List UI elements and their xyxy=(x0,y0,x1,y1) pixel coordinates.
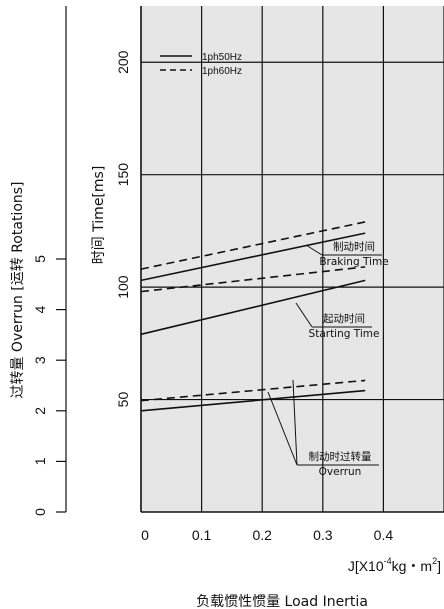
x-axis-label-exponent2: 2 xyxy=(432,556,437,566)
series-line-starting-time-solid xyxy=(140,279,366,336)
y-tick-label: 150 xyxy=(115,163,131,187)
x-tick-label: 0 xyxy=(141,527,149,543)
series-layer xyxy=(140,221,366,412)
annotation-label-zh: 制动时间 xyxy=(333,240,375,253)
annotation-leader xyxy=(305,244,323,256)
annotation-label-en: Starting Time xyxy=(309,328,380,340)
overrun-tick-label: 5 xyxy=(32,255,48,263)
x-tick-label: 0.4 xyxy=(374,527,394,543)
chart-caption: 负载惯性惯量 Load Inertia xyxy=(196,593,368,609)
x-tick-label: 0.3 xyxy=(313,527,333,543)
y-tick-label: 200 xyxy=(115,50,131,74)
legend: 1ph50Hz 1ph60Hz xyxy=(160,52,242,77)
x-axis-label-suffix: ] xyxy=(437,558,441,574)
y-tick-label: 50 xyxy=(115,392,131,408)
annotation-label-zh: 制动时过转量 xyxy=(309,450,372,463)
grid xyxy=(140,6,444,513)
x-tick-label: 0.2 xyxy=(252,527,272,543)
overrun-tick-label: 0 xyxy=(32,508,48,516)
overrun-tick-label: 4 xyxy=(32,305,48,313)
series-line-overrun-solid xyxy=(140,389,366,412)
y2-axis-label: 过转量 Overrun [运转 Rotations] xyxy=(10,181,26,398)
y-tick-label: 100 xyxy=(115,275,131,299)
series-line-braking-time-solid xyxy=(140,232,366,282)
tick-labels: 0 0.1 0.2 0.3 0.4 50 100 150 200 xyxy=(115,50,393,543)
annotations: 制动时间 Braking Time 起动时间 Starting Time 制动时过转量 O… xyxy=(267,240,389,478)
overrun-tick-label: 1 xyxy=(32,457,48,465)
x-axis-label: J[X10-4kg・m2] xyxy=(348,556,441,574)
annotation-leader xyxy=(295,302,313,328)
y-axis-label: 时间 Time[ms] xyxy=(91,166,107,265)
plot-area xyxy=(141,6,444,512)
annotation-label-en: Overrun xyxy=(319,466,362,478)
overrun-tick-label: 2 xyxy=(32,407,48,415)
annotation-label-en: Braking Time xyxy=(319,256,388,268)
x-tick-label: 0.1 xyxy=(192,527,212,543)
x-axis-label-mid: kg・m xyxy=(392,558,432,574)
annotation-leader xyxy=(292,379,298,466)
legend-label: 1ph60Hz xyxy=(202,66,242,77)
x-axis-label-exponent: -4 xyxy=(384,556,392,566)
x-axis-label-prefix: J[X10 xyxy=(348,558,384,574)
series-line-overrun-dashed xyxy=(140,379,366,402)
legend-label: 1ph50Hz xyxy=(202,52,242,63)
overrun-axis: 0 1 2 3 4 5 xyxy=(32,6,67,516)
annotation-label-zh: 起动时间 xyxy=(323,312,365,325)
series-line-starting-time-dashed xyxy=(140,266,366,293)
annotation-leader xyxy=(267,391,298,466)
overrun-tick-label: 3 xyxy=(32,356,48,364)
